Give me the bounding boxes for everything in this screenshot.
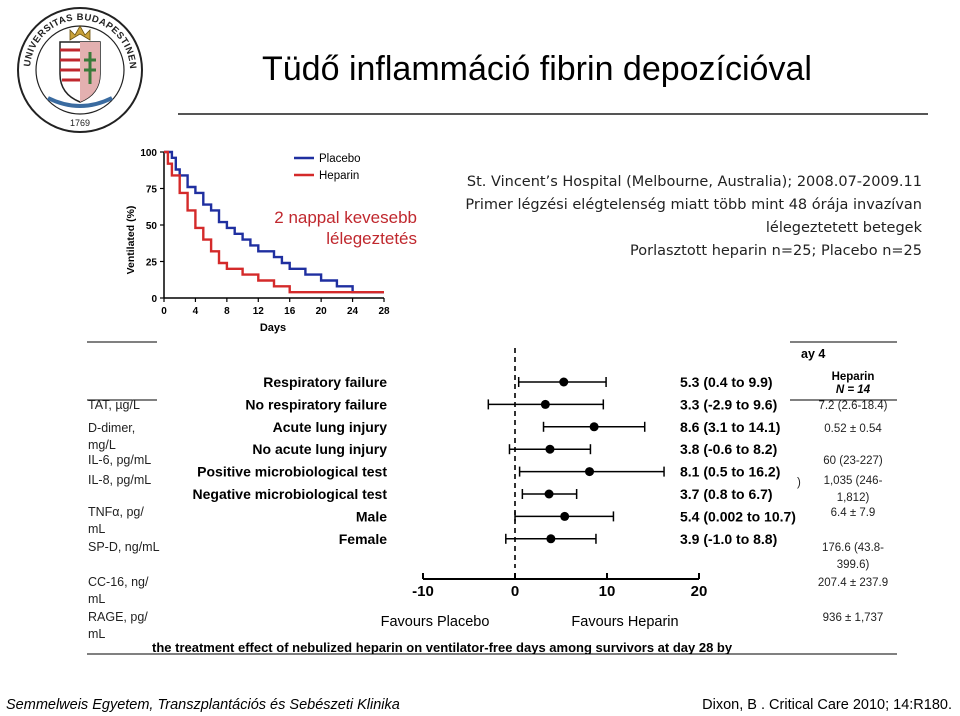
forest-label-panel — [170, 370, 392, 548]
forest-point-estimate — [560, 511, 570, 521]
forest-caption: the treatment effect of nebulized hepari… — [152, 640, 733, 655]
forest-row-label: Negative microbiological test — [193, 486, 388, 502]
forest-row-label: Female — [339, 531, 387, 547]
forest-xtick-label: -10 — [412, 583, 434, 600]
table-row-label: TNFα, pg/ — [88, 505, 144, 519]
km-legend: Placebo Heparin — [294, 153, 361, 182]
km-ytick-label: 0 — [151, 294, 157, 305]
table-row-label: mL — [88, 627, 105, 641]
forest-point-estimate — [540, 399, 550, 409]
forest-xtick-label: 0 — [511, 583, 519, 600]
km-xtick-label: 16 — [284, 306, 296, 317]
km-xtick-label: 28 — [378, 306, 390, 317]
table-row-value: 6.4 ± 7.9 — [831, 507, 876, 519]
seal-year: 1769 — [70, 118, 90, 128]
footer-citation: Dixon, B . Critical Care 2010; 14:R180. — [702, 697, 952, 713]
table-row-value: 0.52 ± 0.54 — [824, 423, 882, 435]
table-stray-fragment: ) — [797, 477, 801, 489]
forest-point-estimate — [589, 422, 599, 432]
info-line-3: lélegeztetett betegek — [765, 220, 922, 236]
forest-xlabel-left: Favours Placebo — [381, 614, 490, 630]
table-row-label: RAGE, pg/ — [88, 610, 148, 624]
km-series-heparin — [164, 150, 384, 294]
km-xtick-label: 4 — [193, 306, 199, 317]
forest-ci-text: 3.7 (0.8 to 6.7) — [680, 486, 773, 502]
km-xtick-label: 24 — [347, 306, 359, 317]
km-annotation: 2 nappal kevesebb lélegeztetés — [262, 207, 417, 249]
table-row-value: 207.4 ± 237.9 — [818, 577, 888, 589]
table-row-label: mL — [88, 592, 105, 606]
page-title: Tüdő inflammáció fibrin depozícióval — [262, 50, 812, 88]
table-row-value: 176.6 (43.8- — [822, 542, 884, 554]
forest-xtick-label: 20 — [691, 583, 708, 600]
forest-xtick-label: 10 — [599, 583, 616, 600]
table-row-value: 7.2 (2.6-18.4) — [818, 400, 887, 412]
forest-ci-text: 3.9 (-1.0 to 8.8) — [680, 531, 777, 547]
title-divider — [178, 113, 928, 115]
table-row-value: 1,812) — [837, 492, 870, 504]
forest-point-estimate — [559, 377, 569, 387]
forest-ci-text: 3.3 (-2.9 to 9.6) — [680, 396, 777, 412]
forest-ci-text: 5.4 (0.002 to 10.7) — [680, 508, 796, 524]
forest-point-estimate — [544, 489, 554, 499]
km-xlabel: Days — [260, 322, 286, 334]
table-row-value: 399.6) — [837, 559, 870, 571]
legend-heparin-label: Heparin — [319, 170, 359, 182]
table-row-label: SP-D, ng/mL — [88, 540, 160, 554]
table-row-label: CC-16, ng/ — [88, 575, 149, 589]
km-xtick-label: 0 — [161, 306, 167, 317]
table-row-label: mg/L — [88, 438, 116, 452]
forest-row-label: Acute lung injury — [273, 419, 388, 435]
forest-row-label: Respiratory failure — [263, 374, 387, 390]
forest-ci-text: 3.8 (-0.6 to 8.2) — [680, 441, 777, 457]
table-header-fragment: ay 4 — [801, 347, 825, 361]
km-xtick-label: 20 — [316, 306, 328, 317]
info-line-2: Primer légzési elégtelenség miatt több m… — [465, 197, 922, 213]
table-row-label: IL-6, pg/mL — [88, 453, 151, 467]
forest-plot: ay 4 Heparin N = 14 TAT, µg/L 7.2 (2.6-18… — [87, 341, 897, 655]
km-annotation-line-2: lélegeztetés — [326, 229, 417, 248]
km-ytick-label: 75 — [146, 185, 158, 196]
forest-point-estimate — [546, 534, 556, 544]
km-ytick-label: 50 — [146, 221, 158, 232]
forest-row-label: Male — [356, 508, 387, 524]
forest-ci-text: 5.3 (0.4 to 9.9) — [680, 374, 773, 390]
info-line-1: St. Vincent’s Hospital (Melbourne, Austr… — [466, 174, 922, 190]
km-ytick-label: 25 — [146, 258, 158, 269]
forest-row-label: No acute lung injury — [252, 441, 387, 457]
table-row-label: IL-8, pg/mL — [88, 473, 151, 487]
table-row-label: TAT, µg/L — [88, 398, 140, 412]
km-series-placebo — [164, 150, 384, 294]
info-line-4: Porlasztott heparin n=25; Placebo n=25 — [630, 243, 922, 259]
forest-ci-text: 8.1 (0.5 to 16.2) — [680, 464, 780, 480]
table-column-header: Heparin — [832, 371, 875, 383]
forest-xlabel-right: Favours Heparin — [571, 614, 678, 630]
forest-row-label: No respiratory failure — [245, 396, 387, 412]
km-ytick-label: 100 — [140, 148, 157, 159]
km-ylabel: Ventilated (%) — [125, 206, 137, 275]
legend-placebo-label: Placebo — [319, 153, 361, 165]
km-annotation-line-1: 2 nappal kevesebb — [274, 208, 417, 227]
table-row-label: mL — [88, 522, 105, 536]
forest-point-estimate — [545, 444, 555, 454]
table-row-label: D-dimer, — [88, 421, 135, 435]
table-row-value: 1,035 (246- — [824, 475, 883, 487]
forest-ci-text: 8.6 (3.1 to 14.1) — [680, 419, 780, 435]
forest-row-label: Positive microbiological test — [197, 464, 387, 480]
forest-point-estimate — [585, 467, 595, 477]
table-row-value: 60 (23-227) — [823, 455, 883, 467]
university-seal-icon: UNIVERSITAS BUDAPESTINENSIS DE SEMMELWEI… — [8, 2, 143, 133]
km-xtick-label: 12 — [253, 306, 265, 317]
km-xtick-label: 8 — [224, 306, 230, 317]
table-row-value: 936 ± 1,737 — [823, 612, 884, 624]
footer-institution: Semmelweis Egyetem, Transzplantációs és … — [6, 697, 400, 713]
table-column-n: N = 14 — [836, 384, 871, 396]
